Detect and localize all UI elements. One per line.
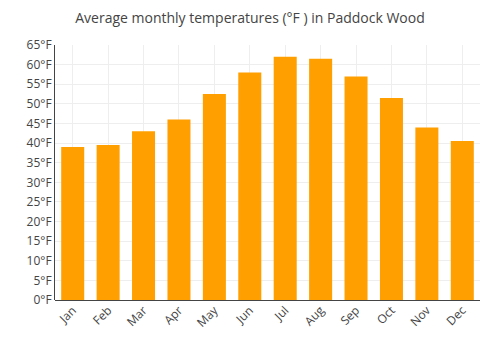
- svg-text:Oct: Oct: [373, 302, 399, 328]
- svg-text:May: May: [193, 301, 222, 330]
- svg-text:Nov: Nov: [406, 302, 434, 330]
- svg-text:Aug: Aug: [300, 302, 328, 330]
- svg-text:65°F: 65°F: [27, 36, 52, 53]
- svg-text:Jul: Jul: [270, 302, 292, 324]
- svg-text:Feb: Feb: [89, 302, 115, 328]
- svg-text:40°F: 40°F: [27, 134, 52, 151]
- svg-text:20°F: 20°F: [27, 213, 52, 230]
- svg-text:45°F: 45°F: [27, 115, 52, 132]
- svg-text:25°F: 25°F: [27, 193, 52, 210]
- svg-text:Average monthly temperatures (: Average monthly temperatures (°F ) in Pa…: [75, 8, 425, 27]
- svg-text:Sep: Sep: [336, 302, 363, 329]
- svg-text:35°F: 35°F: [27, 154, 52, 171]
- svg-text:0°F: 0°F: [33, 291, 51, 308]
- svg-text:Jan: Jan: [55, 302, 80, 327]
- svg-text:15°F: 15°F: [27, 232, 52, 249]
- svg-text:50°F: 50°F: [27, 95, 52, 112]
- svg-text:Jun: Jun: [231, 302, 256, 327]
- svg-text:Dec: Dec: [442, 302, 469, 329]
- svg-text:Apr: Apr: [160, 302, 186, 328]
- svg-text:60°F: 60°F: [27, 56, 52, 73]
- svg-text:5°F: 5°F: [33, 272, 51, 289]
- svg-text:Mar: Mar: [123, 302, 151, 330]
- svg-text:55°F: 55°F: [27, 75, 52, 92]
- svg-text:10°F: 10°F: [27, 252, 52, 269]
- svg-text:30°F: 30°F: [27, 174, 52, 191]
